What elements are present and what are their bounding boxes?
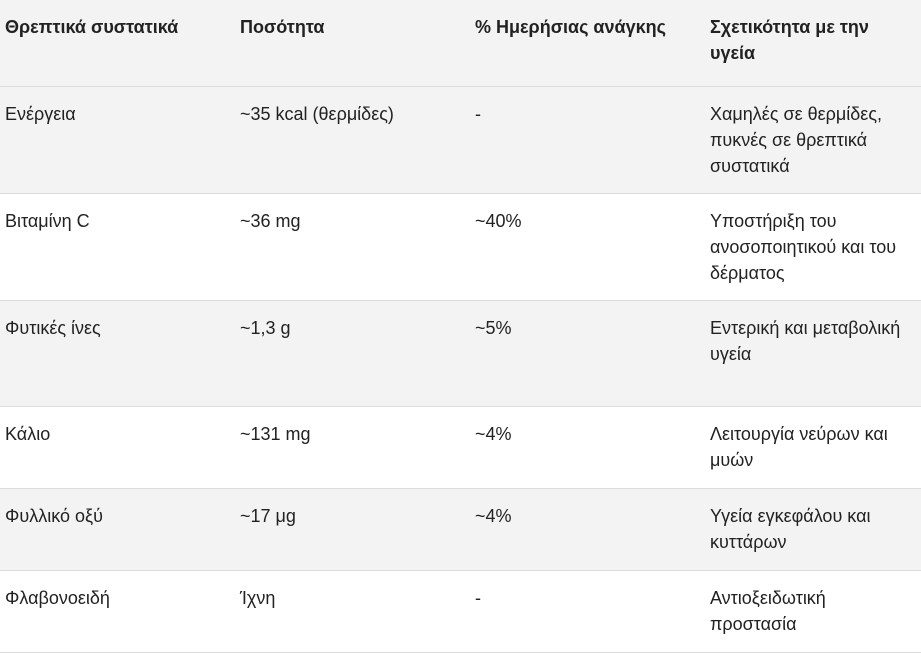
- table-cell: Κάλιο: [0, 406, 235, 489]
- table-cell: ~1,3 g: [235, 300, 470, 407]
- table-cell: ~17 μg: [235, 488, 470, 571]
- table-cell: -: [470, 570, 705, 653]
- table-cell: Ίχνη: [235, 570, 470, 653]
- table-row: Φλαβονοειδή Ίχνη - Αντιοξειδωτική προστασία: [0, 570, 921, 653]
- table-cell: Φυτικές ίνες: [0, 300, 235, 407]
- header-cell: Θρεπτικά συστατικά: [0, 0, 235, 87]
- table-row: Κάλιο ~131 mg ~4% Λειτουργία νεύρων και μυώ…: [0, 406, 921, 489]
- table-cell: ~36 mg: [235, 193, 470, 301]
- table-cell: ~131 mg: [235, 406, 470, 489]
- table-row: Βιταμίνη C ~36 mg ~40% Υποστήριξη του ανοσο…: [0, 193, 921, 301]
- table-cell: ~40%: [470, 193, 705, 301]
- header-cell: % Ημερήσιας ανάγκης: [470, 0, 705, 87]
- table-cell: Φλαβονοειδή: [0, 570, 235, 653]
- table-cell: Εντερική και μεταβολική υγεία: [705, 300, 921, 407]
- table-cell: ~5%: [470, 300, 705, 407]
- table-body: Ενέργεια ~35 kcal (θερμίδες) - Χαμηλές σε θ…: [0, 86, 921, 653]
- table-cell: ~35 kcal (θερμίδες): [235, 86, 470, 194]
- table-row: Φυτικές ίνες ~1,3 g ~5% Εντερική και μεταβο…: [0, 300, 921, 407]
- table-cell: Υγεία εγκεφάλου και κυττάρων: [705, 488, 921, 571]
- header-cell: Σχετικότητα με την υγεία: [705, 0, 921, 87]
- table-cell: ~4%: [470, 406, 705, 489]
- table-cell: Αντιοξειδωτική προστασία: [705, 570, 921, 653]
- header-cell: Ποσότητα: [235, 0, 470, 87]
- header-row: Θρεπτικά συστατικά Ποσότητα% Ημερήσιας αν…: [0, 0, 921, 87]
- table-cell: Βιταμίνη C: [0, 193, 235, 301]
- table-cell: Ενέργεια: [0, 86, 235, 194]
- table-cell: Φυλλικό οξύ: [0, 488, 235, 571]
- table-cell: -: [470, 86, 705, 194]
- table-cell: Λειτουργία νεύρων και μυών: [705, 406, 921, 489]
- table-cell: ~4%: [470, 488, 705, 571]
- table-cell: Χαμηλές σε θερμίδες, πυκνές σε θρεπτικά …: [705, 86, 921, 194]
- table-row: Ενέργεια ~35 kcal (θερμίδες) - Χαμηλές σε θ…: [0, 86, 921, 194]
- table-row: Φυλλικό οξύ ~17 μg ~4% Υγεία εγκεφάλου και …: [0, 488, 921, 571]
- table-cell: Υποστήριξη του ανοσοποιητικού και του δέ…: [705, 193, 921, 301]
